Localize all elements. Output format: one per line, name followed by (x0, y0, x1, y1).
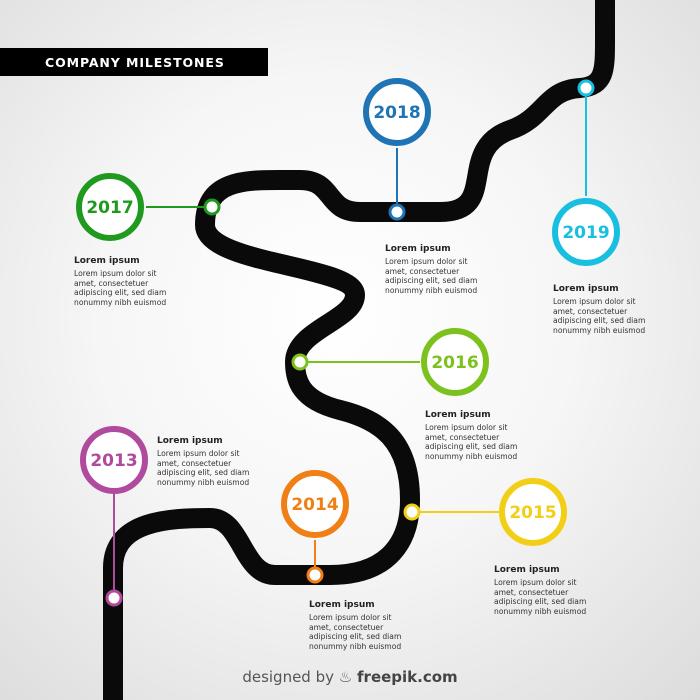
year-badges: 2017 2018 2019 2016 2013 2014 2015 (76, 78, 620, 546)
credit-prefix: designed by (242, 668, 334, 686)
description-heading: Lorem ipsum (309, 600, 375, 610)
description-line: nonummy nibh euismod (553, 325, 646, 335)
badge-ring-2013 (80, 426, 148, 494)
description-line: Lorem ipsum dolor sit (157, 449, 240, 458)
badge-ring-2017 (76, 173, 144, 241)
description-line: nonummy nibh euismod (494, 606, 587, 616)
badge-2015: 2015 (499, 478, 567, 546)
year-label-2015: 2015 (509, 503, 556, 523)
description-2015: Lorem ipsum Lorem ipsum dolor sit amet, co… (494, 565, 586, 616)
description-line: Lorem ipsum dolor sit (553, 297, 636, 306)
description-line: Lorem ipsum dolor sit (74, 269, 157, 278)
marker-2015 (403, 503, 421, 521)
marker-2014 (306, 566, 324, 584)
badge-ring-2018 (363, 78, 431, 146)
marker-2019 (577, 79, 595, 97)
description-heading: Lorem ipsum (385, 244, 451, 254)
connector-lines (113, 88, 587, 598)
description-line: adipiscing elit, sed diam (425, 442, 518, 452)
description-2014: Lorem ipsum Lorem ipsum dolor sit amet, co… (309, 600, 401, 651)
credit-line: designed by ♨ freepik.com (0, 668, 700, 686)
description-line: Lorem ipsum dolor sit (309, 613, 392, 622)
badge-ring-2015 (499, 478, 567, 546)
description-heading: Lorem ipsum (74, 256, 140, 266)
badge-ring-2016 (421, 328, 489, 396)
freepik-logo-icon: ♨ (338, 668, 353, 686)
marker-2018 (388, 203, 406, 221)
description-line: amet, consectetuer (494, 587, 569, 597)
description-line: adipiscing elit, sed diam (74, 288, 167, 298)
description-line: adipiscing elit, sed diam (309, 632, 402, 642)
description-2013: Lorem ipsum Lorem ipsum dolor sit amet, co… (157, 436, 249, 487)
badge-2013: 2013 (80, 426, 148, 494)
description-line: amet, consectetuer (309, 622, 384, 632)
page-title: COMPANY MILESTONES (45, 54, 225, 70)
description-line: adipiscing elit, sed diam (385, 276, 478, 286)
year-label-2014: 2014 (291, 495, 338, 515)
description-line: amet, consectetuer (553, 306, 628, 316)
year-label-2017: 2017 (86, 198, 133, 218)
badge-ring-2014 (281, 470, 349, 538)
badge-2014: 2014 (281, 470, 349, 538)
description-heading: Lorem ipsum (425, 410, 491, 420)
description-line: nonummy nibh euismod (425, 451, 518, 461)
description-2018: Lorem ipsum Lorem ipsum dolor sit amet, co… (385, 244, 477, 295)
description-line: adipiscing elit, sed diam (494, 597, 587, 607)
description-line: amet, consectetuer (74, 278, 149, 288)
description-line: nonummy nibh euismod (74, 297, 167, 307)
description-2019: Lorem ipsum Lorem ipsum dolor sit amet, co… (553, 284, 645, 335)
title-bar: COMPANY MILESTONES (0, 48, 268, 76)
credit-brand: freepik.com (357, 668, 458, 686)
description-2017: Lorem ipsum Lorem ipsum dolor sit amet, co… (74, 256, 166, 307)
year-label-2016: 2016 (431, 353, 478, 373)
badge-2018: 2018 (363, 78, 431, 146)
description-line: amet, consectetuer (385, 266, 460, 276)
description-line: nonummy nibh euismod (385, 285, 478, 295)
winding-road (103, 0, 615, 700)
badge-2016: 2016 (421, 328, 489, 396)
description-line: amet, consectetuer (425, 432, 500, 442)
description-heading: Lorem ipsum (553, 284, 619, 294)
badge-2019: 2019 (552, 198, 620, 266)
description-line: Lorem ipsum dolor sit (494, 578, 577, 587)
year-label-2019: 2019 (562, 223, 609, 243)
description-heading: Lorem ipsum (494, 565, 560, 575)
marker-2016 (291, 353, 309, 371)
marker-2013 (105, 589, 123, 607)
description-line: nonummy nibh euismod (157, 477, 250, 487)
description-heading: Lorem ipsum (157, 436, 223, 446)
description-line: Lorem ipsum dolor sit (385, 257, 468, 266)
description-line: amet, consectetuer (157, 458, 232, 468)
badge-2017: 2017 (76, 173, 144, 241)
description-2016: Lorem ipsum Lorem ipsum dolor sit amet, co… (425, 410, 517, 461)
description-line: nonummy nibh euismod (309, 641, 402, 651)
badge-ring-2019 (552, 198, 620, 266)
description-line: Lorem ipsum dolor sit (425, 423, 508, 432)
year-label-2018: 2018 (373, 103, 420, 123)
year-label-2013: 2013 (90, 451, 137, 471)
description-line: adipiscing elit, sed diam (157, 468, 250, 478)
milestone-markers (105, 79, 595, 607)
marker-2017 (203, 198, 221, 216)
description-line: adipiscing elit, sed diam (553, 316, 646, 326)
